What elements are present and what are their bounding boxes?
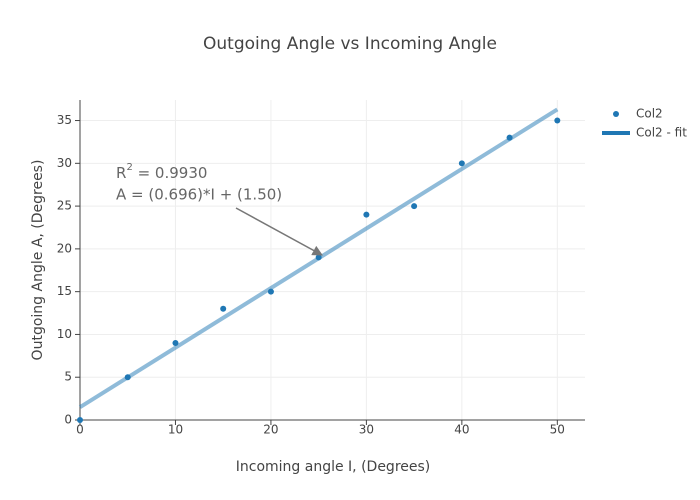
x-tick-label: 0	[76, 423, 84, 437]
chart-title: Outgoing Angle vs Incoming Angle	[203, 34, 497, 54]
legend-item: Col2 - fit	[602, 126, 687, 140]
fit-line	[78, 107, 559, 409]
data-point	[554, 117, 561, 124]
annotation-arrow	[235, 207, 323, 256]
data-point	[458, 160, 465, 167]
y-tick-label: 20	[57, 241, 72, 255]
y-tick-label: 30	[57, 156, 72, 170]
y-tick-label: 25	[57, 199, 72, 213]
data-point	[220, 305, 227, 312]
x-tick-label: 40	[454, 423, 469, 437]
y-tick-label: 35	[57, 113, 72, 127]
x-tick-label: 10	[168, 423, 183, 437]
annotation-r2: R2 = 0.9930	[116, 162, 207, 182]
x-tick-label: 30	[359, 423, 374, 437]
annotation-equation: A = (0.696)*I + (1.50)	[116, 186, 282, 204]
x-tick-label: 50	[550, 423, 565, 437]
y-axis-title: Outgoing Angle A, (Degrees)	[30, 160, 46, 361]
y-tick-label: 0	[64, 413, 72, 427]
legend-item: Col2	[613, 107, 663, 121]
annotation-r-base: R	[116, 164, 126, 182]
plot-area: 0 5 10 15 20 25 30 35 0 10 20 30 40 50	[57, 100, 585, 437]
annotation-r-sup: 2	[126, 162, 132, 173]
data-point	[77, 417, 83, 423]
y-tick-label: 15	[57, 284, 72, 298]
legend-label: Col2	[636, 107, 663, 121]
legend-marker	[613, 111, 619, 117]
data-point	[363, 211, 370, 218]
y-tick-label: 10	[57, 327, 72, 341]
x-tick-label: 20	[263, 423, 278, 437]
data-point	[411, 203, 418, 210]
annotation-r-rest: = 0.9930	[133, 164, 208, 182]
y-tick-label: 5	[64, 370, 72, 384]
legend-label: Col2 - fit	[636, 126, 687, 140]
x-axis-title: Incoming angle I, (Degrees)	[236, 459, 431, 475]
